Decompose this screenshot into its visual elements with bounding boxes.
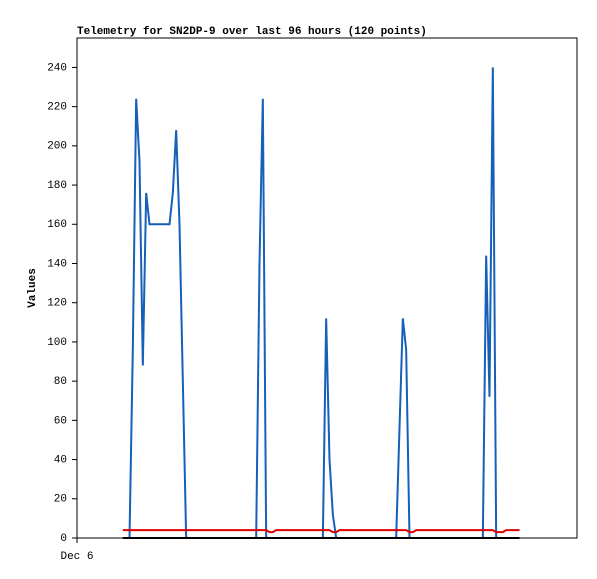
y-tick-label: 100: [47, 337, 67, 349]
y-tick-label: 60: [54, 415, 67, 427]
x-tick-label: Dec 6: [60, 551, 93, 563]
y-tick-label: 220: [47, 102, 67, 114]
line-series: [122, 529, 520, 534]
chart-title: Telemetry for SN2DP-9 over last 96 hours…: [77, 26, 427, 38]
y-axis-label: Values: [27, 268, 39, 308]
y-tick-label: 20: [54, 494, 67, 506]
y-tick-label: 140: [47, 258, 67, 270]
y-tick-label: 80: [54, 376, 67, 388]
y-tick-label: 160: [47, 219, 67, 231]
y-tick-label: 0: [60, 533, 67, 545]
y-tick-label: 40: [54, 454, 67, 466]
y-tick-label: 240: [47, 62, 67, 74]
y-tick-label: 120: [47, 298, 67, 310]
y-tick-label: 200: [47, 141, 67, 153]
y-tick-label: 180: [47, 180, 67, 192]
